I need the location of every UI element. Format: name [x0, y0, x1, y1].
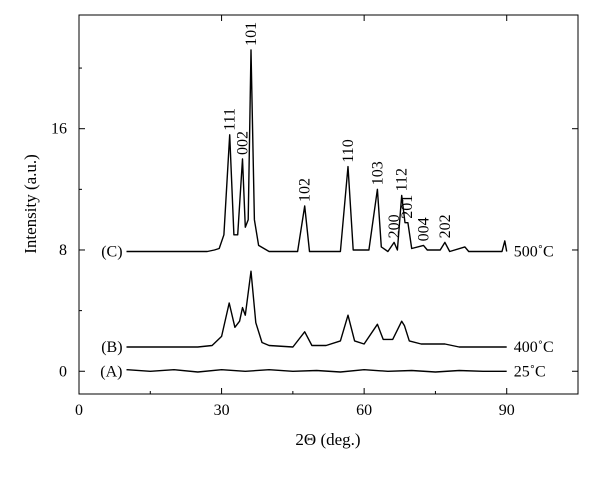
peak-label: 202	[437, 214, 454, 238]
peak-label: 103	[369, 161, 386, 185]
series-tag: (A)	[100, 363, 122, 380]
y-axis-label: Intensity (a.u.)	[21, 154, 40, 254]
x-axis-ticks: 0 30 60 90	[75, 15, 515, 419]
series-tag: (B)	[101, 339, 122, 356]
series-layer	[126, 49, 508, 373]
x-tick-label: 60	[356, 402, 372, 419]
x-tick-label: 0	[75, 402, 83, 419]
x-tick-label: 30	[214, 402, 230, 419]
peak-label: 200	[386, 214, 403, 238]
y-tick-label: 0	[59, 363, 67, 380]
peak-label: 201	[399, 195, 416, 219]
x-axis-label: 2Θ (deg.)	[295, 430, 360, 449]
series-temperature-label: 400˚C	[514, 339, 554, 356]
series-line-2	[126, 49, 508, 253]
y-tick-label: 16	[51, 121, 67, 138]
series-tag-layer: (A) (B) (C)	[100, 243, 122, 380]
temperature-label-layer: 25˚C 400˚C 500˚C	[514, 243, 554, 380]
peak-label: 102	[297, 178, 314, 202]
series-tag: (C)	[101, 243, 122, 260]
y-tick-label: 8	[59, 242, 67, 259]
y-axis-ticks: 0 8 16	[51, 67, 578, 380]
plot-frame	[78, 14, 579, 395]
peak-label: 002	[235, 131, 252, 155]
x-tick-label: 90	[499, 402, 515, 419]
peak-label: 111	[222, 108, 239, 131]
series-temperature-label: 500˚C	[514, 243, 554, 260]
series-line-1	[126, 270, 507, 348]
series-temperature-label: 25˚C	[514, 363, 546, 380]
series-line-0	[126, 369, 507, 373]
peak-label: 101	[243, 22, 260, 46]
peak-label: 112	[394, 168, 411, 191]
peak-label: 004	[416, 217, 433, 241]
peak-label: 110	[340, 139, 357, 162]
